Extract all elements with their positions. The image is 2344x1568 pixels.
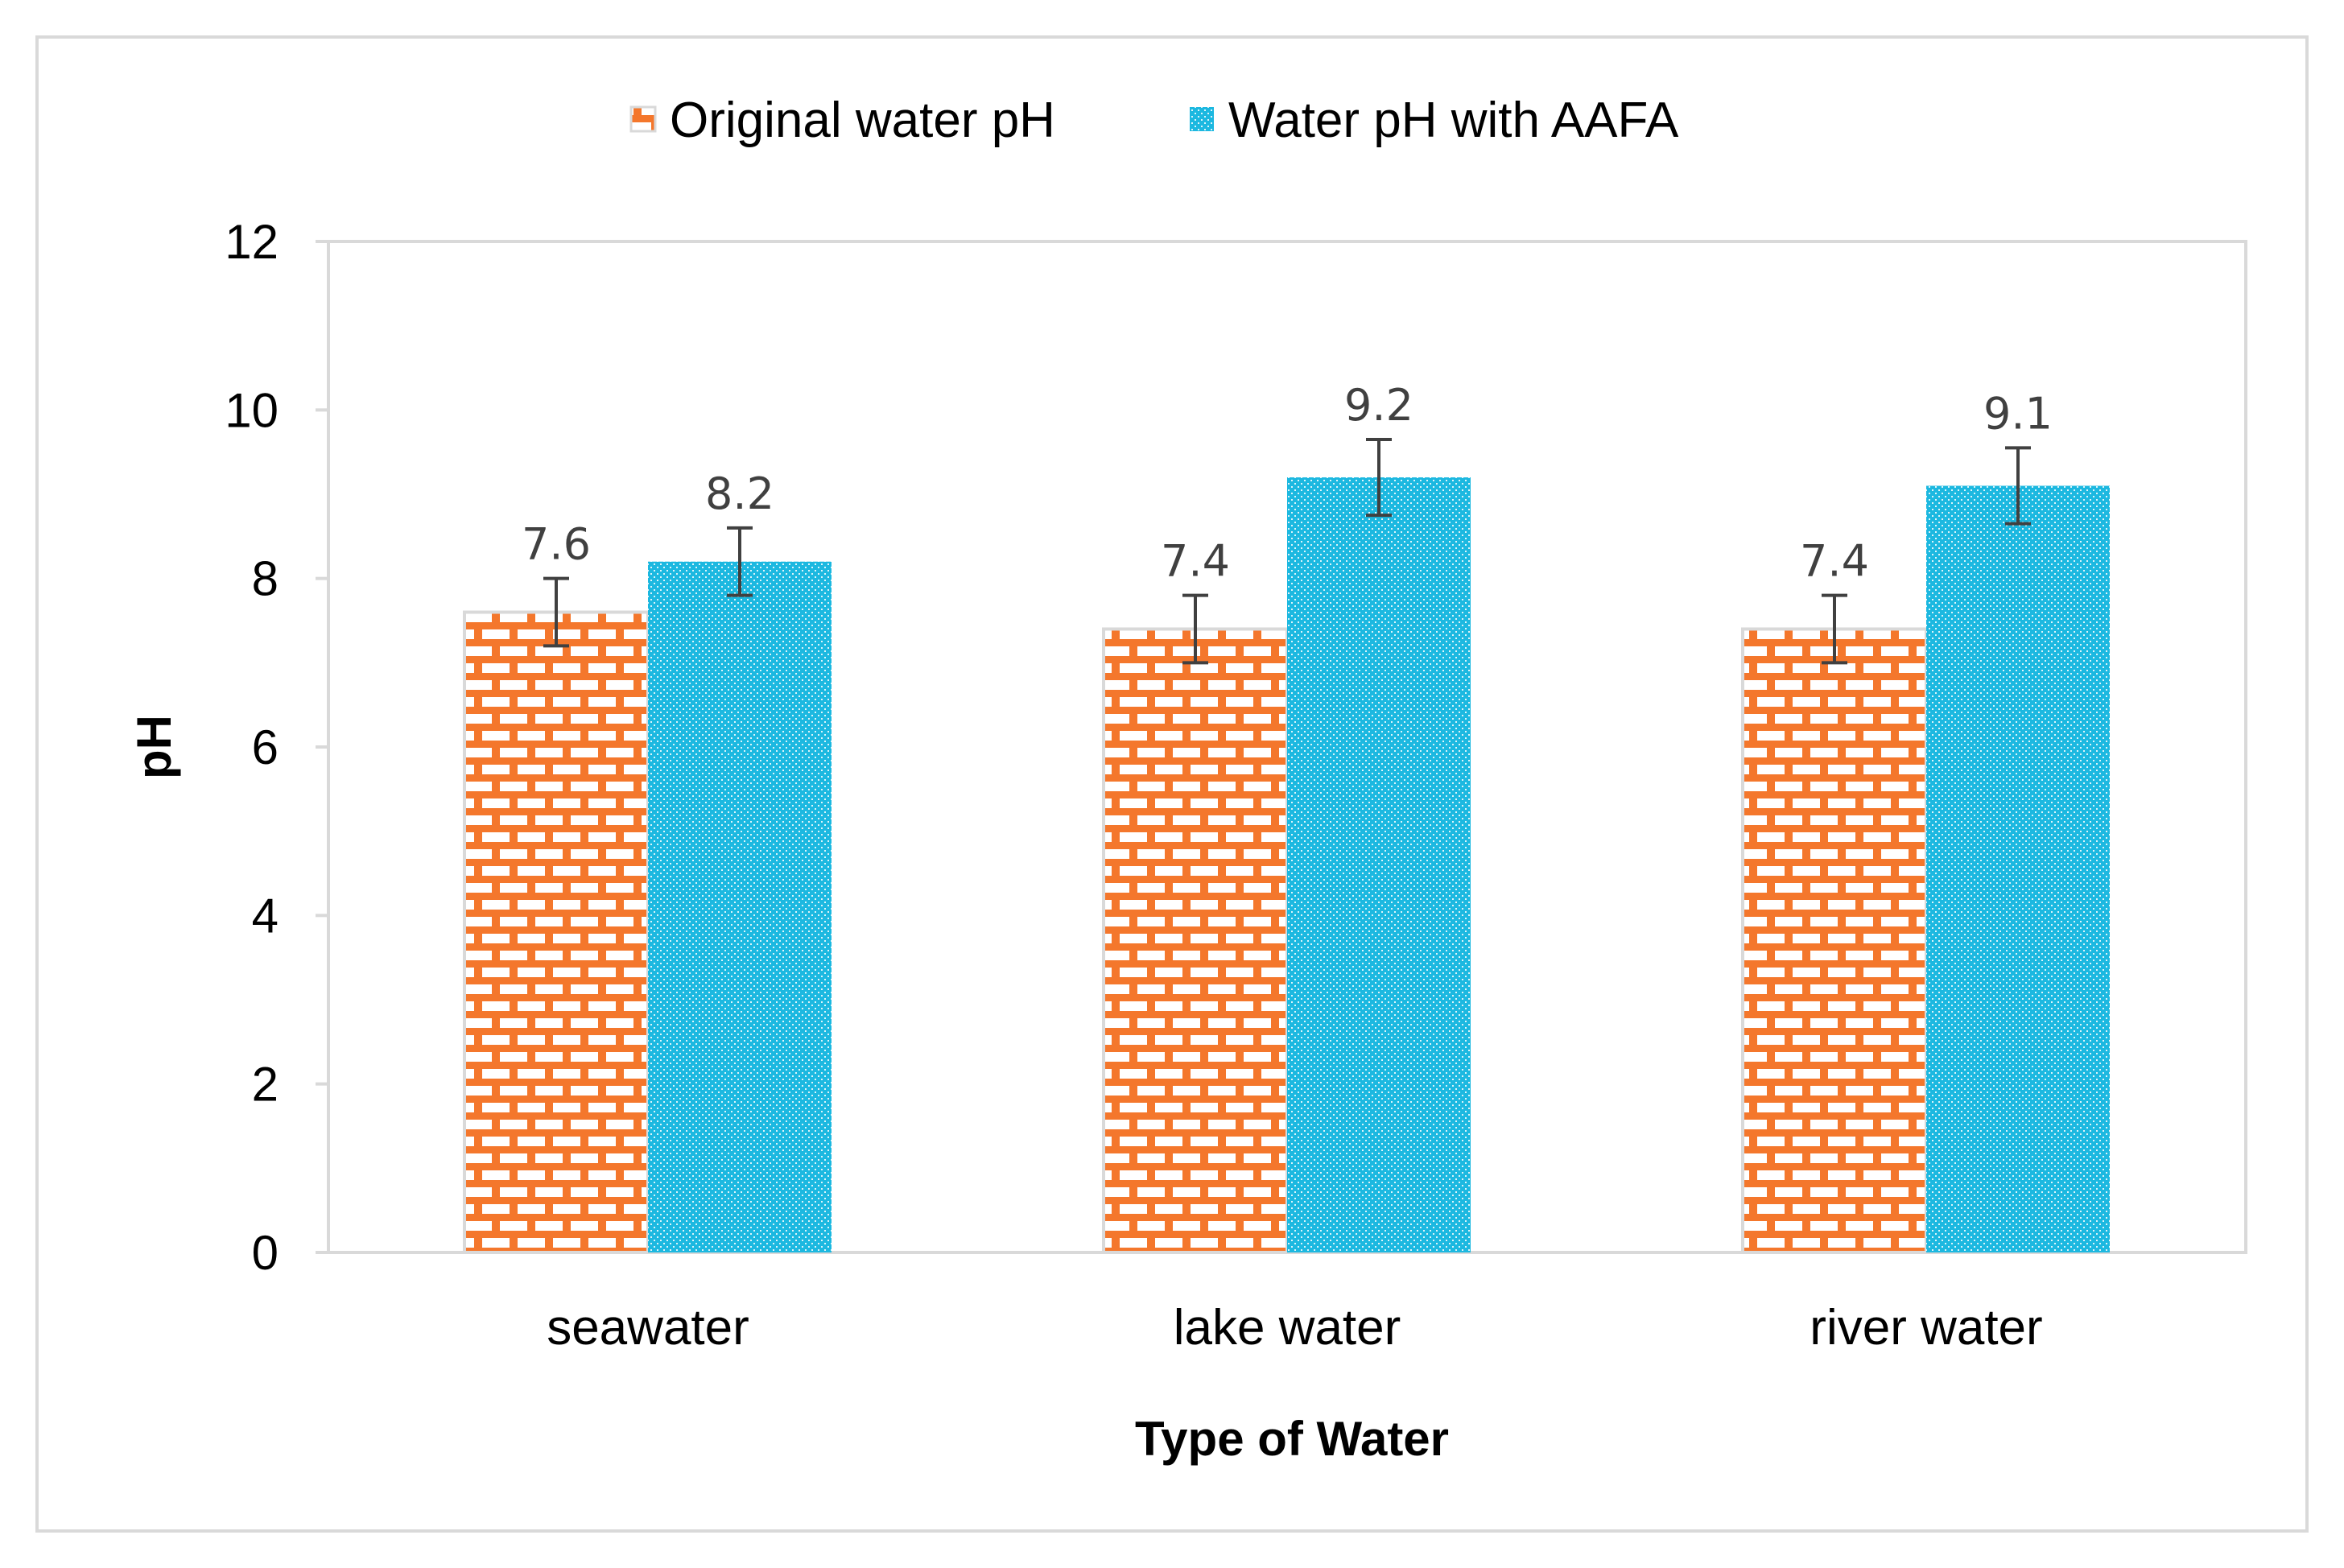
y-tick-label: 12 <box>225 215 279 269</box>
legend: Original water pH Water pH with AAFA <box>629 93 1679 148</box>
category-label: lake water <box>1174 1300 1401 1355</box>
y-tick-label: 6 <box>252 720 279 774</box>
legend-swatch-original <box>629 105 657 133</box>
category-label: seawater <box>547 1300 749 1355</box>
y-tick-label: 8 <box>252 552 279 606</box>
data-label: 7.4 <box>1800 536 1869 587</box>
data-label: 9.2 <box>1344 380 1413 431</box>
data-label: 8.2 <box>705 468 774 519</box>
legend-label-aafa: Water pH with AAFA <box>1228 93 1679 148</box>
bar-original <box>1102 627 1289 1254</box>
y-tick-label: 0 <box>252 1226 279 1280</box>
y-axis-title: pH <box>127 715 181 779</box>
bar-original <box>463 610 650 1254</box>
data-label: 7.4 <box>1161 536 1230 587</box>
data-label: 7.6 <box>522 519 591 570</box>
bar-aafa <box>648 561 832 1252</box>
y-tick-label: 2 <box>252 1058 279 1112</box>
bar-aafa <box>1926 485 2110 1252</box>
data-label: 9.1 <box>1983 388 2053 439</box>
x-axis-title: Type of Water <box>1135 1412 1449 1466</box>
y-tick-label: 10 <box>225 383 279 437</box>
legend-swatch-aafa <box>1190 107 1214 131</box>
y-tick-label: 4 <box>252 889 279 943</box>
category-label: river water <box>1810 1300 2042 1355</box>
legend-label-original: Original water pH <box>670 93 1055 148</box>
bar-aafa <box>1287 477 1471 1252</box>
bar-original <box>1741 627 1928 1254</box>
